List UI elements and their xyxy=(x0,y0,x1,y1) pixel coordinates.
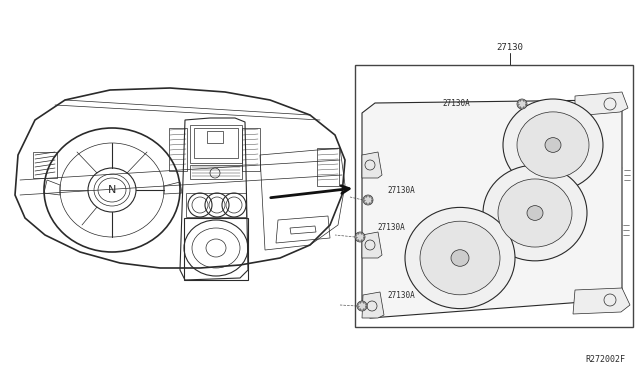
Ellipse shape xyxy=(363,195,373,205)
Polygon shape xyxy=(573,288,630,314)
Text: 27130A: 27130A xyxy=(387,186,415,195)
Ellipse shape xyxy=(420,221,500,295)
Bar xyxy=(242,128,260,171)
Bar xyxy=(207,131,223,143)
Text: 27130A: 27130A xyxy=(442,99,470,108)
Text: 27130A: 27130A xyxy=(377,222,405,231)
Bar xyxy=(355,65,633,327)
Ellipse shape xyxy=(405,208,515,309)
Ellipse shape xyxy=(451,250,469,266)
Bar xyxy=(33,152,57,178)
Ellipse shape xyxy=(483,165,587,261)
Bar xyxy=(184,218,248,280)
Bar xyxy=(190,125,242,163)
Ellipse shape xyxy=(355,232,365,242)
Bar xyxy=(194,128,238,158)
Text: R272002F: R272002F xyxy=(585,356,625,365)
Polygon shape xyxy=(362,232,382,258)
Ellipse shape xyxy=(517,112,589,178)
Ellipse shape xyxy=(517,99,527,109)
Polygon shape xyxy=(362,100,622,318)
Ellipse shape xyxy=(503,99,603,191)
Ellipse shape xyxy=(545,138,561,153)
Ellipse shape xyxy=(498,179,572,247)
Bar xyxy=(169,128,187,171)
Text: 27130A: 27130A xyxy=(387,291,415,299)
Bar xyxy=(190,165,242,179)
Text: 27130: 27130 xyxy=(497,42,524,51)
Text: Ν: Ν xyxy=(108,185,116,195)
Polygon shape xyxy=(575,92,628,116)
Bar xyxy=(317,148,339,186)
Polygon shape xyxy=(362,292,384,318)
Ellipse shape xyxy=(357,301,367,311)
Bar xyxy=(186,193,246,217)
Polygon shape xyxy=(362,152,382,178)
Ellipse shape xyxy=(527,206,543,220)
